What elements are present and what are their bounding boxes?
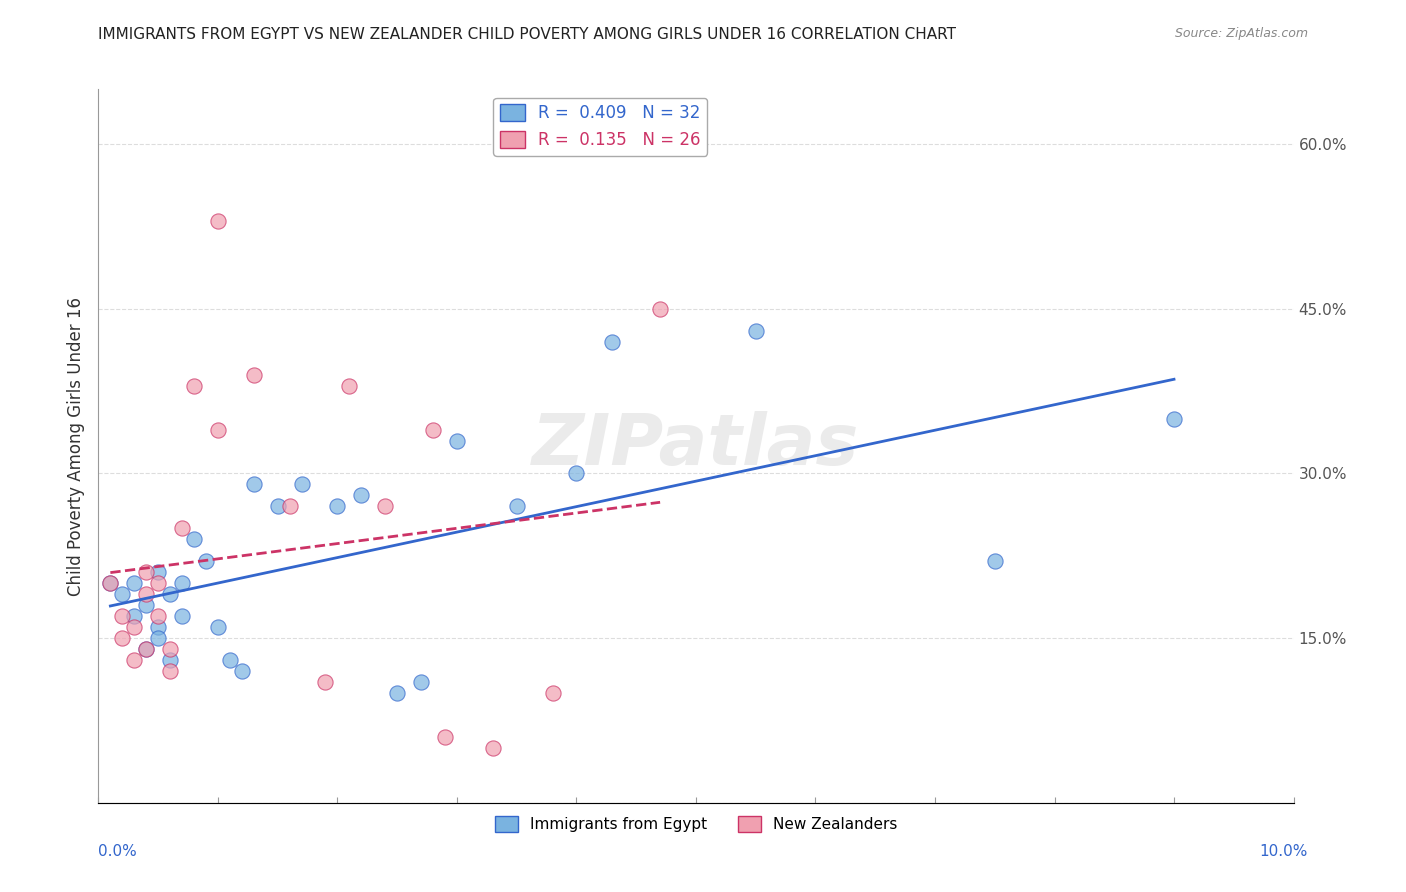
Point: [506, 500, 529, 514]
Point: [374, 500, 396, 514]
Point: [148, 620, 170, 634]
Point: [159, 653, 181, 667]
Point: [1163, 411, 1185, 425]
Point: [291, 477, 314, 491]
Point: [148, 631, 170, 645]
Y-axis label: Child Poverty Among Girls Under 16: Child Poverty Among Girls Under 16: [66, 296, 84, 596]
Point: [650, 301, 672, 316]
Point: [984, 554, 1007, 568]
Point: [124, 653, 146, 667]
Point: [111, 609, 134, 624]
Text: ZIPatlas: ZIPatlas: [533, 411, 859, 481]
Text: 0.0%: 0.0%: [98, 845, 138, 859]
Point: [159, 587, 181, 601]
Point: [135, 642, 157, 657]
Point: [565, 467, 588, 481]
Point: [267, 500, 290, 514]
Text: IMMIGRANTS FROM EGYPT VS NEW ZEALANDER CHILD POVERTY AMONG GIRLS UNDER 16 CORREL: IMMIGRANTS FROM EGYPT VS NEW ZEALANDER C…: [98, 27, 956, 42]
Point: [98, 576, 122, 591]
Point: [172, 521, 194, 535]
Point: [124, 620, 146, 634]
Point: [98, 576, 122, 591]
Point: [243, 368, 266, 382]
Point: [602, 334, 624, 349]
Point: [195, 554, 218, 568]
Point: [339, 378, 361, 392]
Point: [541, 686, 564, 700]
Point: [135, 598, 157, 612]
Point: [434, 730, 457, 744]
Text: 10.0%: 10.0%: [1260, 845, 1308, 859]
Point: [385, 686, 409, 700]
Point: [243, 477, 266, 491]
Point: [159, 642, 181, 657]
Point: [482, 740, 505, 755]
Point: [183, 533, 205, 547]
Point: [207, 423, 229, 437]
Legend: Immigrants from Egypt, New Zealanders: Immigrants from Egypt, New Zealanders: [489, 810, 903, 838]
Point: [326, 500, 349, 514]
Point: [124, 609, 146, 624]
Point: [350, 488, 373, 502]
Point: [135, 587, 157, 601]
Point: [207, 214, 229, 228]
Point: [148, 576, 170, 591]
Point: [159, 664, 181, 678]
Point: [148, 609, 170, 624]
Text: Source: ZipAtlas.com: Source: ZipAtlas.com: [1174, 27, 1308, 40]
Point: [111, 631, 134, 645]
Point: [207, 620, 229, 634]
Point: [135, 642, 157, 657]
Point: [124, 576, 146, 591]
Point: [183, 378, 205, 392]
Point: [172, 609, 194, 624]
Point: [135, 566, 157, 580]
Point: [111, 587, 134, 601]
Point: [411, 675, 433, 690]
Point: [745, 324, 768, 338]
Point: [422, 423, 444, 437]
Point: [446, 434, 468, 448]
Point: [231, 664, 253, 678]
Point: [148, 566, 170, 580]
Point: [315, 675, 337, 690]
Point: [278, 500, 301, 514]
Point: [172, 576, 194, 591]
Point: [219, 653, 242, 667]
